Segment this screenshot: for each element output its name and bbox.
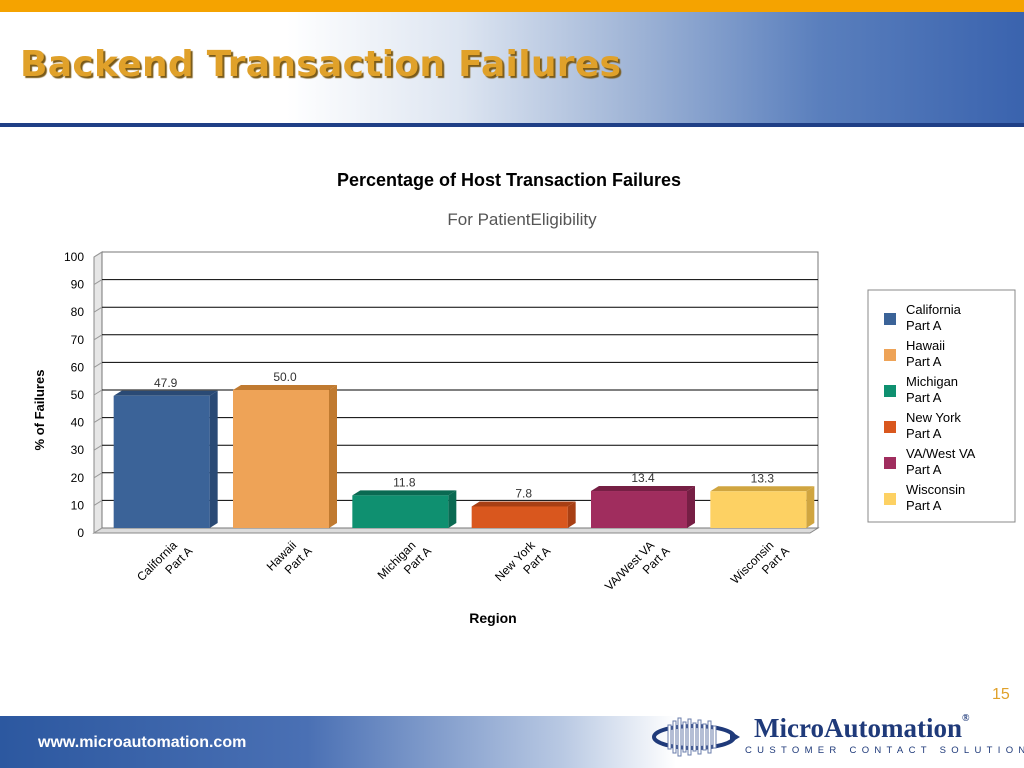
legend-label: California Part A xyxy=(906,302,962,333)
footer-band xyxy=(0,716,1024,768)
legend-label-line: Wisconsin xyxy=(906,482,965,497)
footer-url: www.microautomation.com xyxy=(38,734,247,751)
y-tick-label: 0 xyxy=(77,526,84,540)
y-tick-label: 90 xyxy=(71,278,85,292)
legend-label-line: Part A xyxy=(906,426,942,441)
bar xyxy=(471,506,568,528)
logo-tagline: CUSTOMER CONTACT SOLUTIONS xyxy=(745,745,1024,756)
gridline-side xyxy=(93,499,103,506)
y-tick-label: 60 xyxy=(71,360,85,374)
header-band xyxy=(0,12,1024,124)
y-tick-label: 70 xyxy=(71,333,85,347)
bar xyxy=(591,491,687,528)
logo-name-text: MicroAutomation xyxy=(754,713,962,743)
legend-swatch xyxy=(884,421,896,433)
y-axis-label: % of Failures xyxy=(32,370,47,451)
legend-label: Wisconsin Part A xyxy=(906,482,965,513)
bar-side xyxy=(329,385,337,528)
data-label: 7.8 xyxy=(515,486,532,500)
logo-name: MicroAutomation® xyxy=(754,713,969,744)
legend-swatch xyxy=(884,493,896,505)
legend-label-line: Part A xyxy=(906,462,942,477)
header-rule xyxy=(0,123,1024,127)
bar-top xyxy=(233,385,337,390)
bar-top xyxy=(352,490,457,496)
gridline-side xyxy=(93,334,103,341)
gridline-side xyxy=(93,472,103,479)
legend-swatch xyxy=(884,313,896,325)
legend-label-line: Michigan xyxy=(906,374,958,389)
chart-floor xyxy=(92,527,820,534)
legend-label-line: VA/West VA xyxy=(906,446,976,461)
legend-label-line: Part A xyxy=(906,498,942,513)
y-tick-label: 100 xyxy=(64,250,84,264)
bar-top xyxy=(591,486,695,492)
y-tick-label: 50 xyxy=(71,388,85,402)
bar-side xyxy=(567,501,576,528)
legend-label: VA/West VA Part A xyxy=(906,446,976,477)
y-tick-label: 80 xyxy=(71,305,85,319)
bar-top xyxy=(710,486,815,492)
bar xyxy=(113,395,210,528)
legend-label: Hawaii Part A xyxy=(906,338,945,369)
legend-swatch xyxy=(884,349,896,361)
bar xyxy=(352,495,449,528)
legend-label: New York Part A xyxy=(906,410,961,441)
legend-label-line: Hawaii xyxy=(906,338,945,353)
bar xyxy=(710,491,807,528)
chart-title: Percentage of Host Transaction Failures xyxy=(337,170,681,190)
gridline-side xyxy=(93,251,103,258)
bar-side xyxy=(448,490,457,528)
gridline-side xyxy=(93,279,103,286)
legend-label-line: Part A xyxy=(906,390,942,405)
legend-label: Michigan Part A xyxy=(906,374,958,405)
y-tick-label: 10 xyxy=(71,498,85,512)
legend-box xyxy=(867,289,1016,523)
x-tick-label: WisconsinPart A xyxy=(728,533,792,597)
data-label: 13.4 xyxy=(631,471,655,485)
bar-top xyxy=(113,390,218,396)
legend-label-line: New York xyxy=(906,410,961,425)
registered-mark: ® xyxy=(961,713,970,724)
data-label: 50.0 xyxy=(273,370,297,384)
gridline-side xyxy=(93,389,103,396)
legend-swatch xyxy=(884,385,896,397)
x-tick-label: MichiganPart A xyxy=(375,533,434,592)
bar xyxy=(233,390,329,528)
y-tick-label: 40 xyxy=(71,416,85,430)
microautomation-logo: MicroAutomation® CUSTOMER CONTACT SOLUTI… xyxy=(650,712,1024,762)
gridline-side xyxy=(93,306,103,313)
logo-mark-icon xyxy=(652,717,740,757)
x-axis-label: Region xyxy=(469,610,516,626)
gridline-side xyxy=(93,444,103,451)
x-tick-label: CaliforniaPart A xyxy=(134,533,195,594)
bar-chart: Percentage of Host Transaction Failures F… xyxy=(32,170,1016,626)
top-accent-bar xyxy=(0,0,1024,12)
bar-top xyxy=(471,501,576,507)
bar-side xyxy=(209,390,218,528)
data-label: 47.9 xyxy=(154,376,178,390)
bar-side xyxy=(806,486,815,528)
x-tick-label: New YorkPart A xyxy=(492,533,553,594)
data-label: 11.8 xyxy=(393,475,416,489)
slide-title: Backend Transaction Failures xyxy=(20,44,622,85)
bar-side xyxy=(687,486,695,528)
gridline-side xyxy=(93,417,103,424)
data-label: 13.3 xyxy=(751,471,775,485)
legend-label-line: Part A xyxy=(906,354,942,369)
y-tick-label: 30 xyxy=(71,443,85,457)
page-number: 15 xyxy=(992,686,1010,703)
legend-swatch xyxy=(884,457,896,469)
legend-label-line: California xyxy=(906,302,962,317)
legend-label-line: Part A xyxy=(906,318,942,333)
x-tick-label: VA/West VAPart A xyxy=(602,533,673,604)
gridline-side xyxy=(93,361,103,368)
chart-subtitle: For PatientEligibility xyxy=(447,210,597,229)
gridline-side xyxy=(93,527,103,534)
y-tick-label: 20 xyxy=(71,471,85,485)
x-tick-label: HawaiiPart A xyxy=(264,533,315,584)
